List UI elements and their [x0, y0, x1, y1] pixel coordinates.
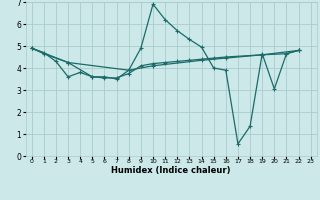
X-axis label: Humidex (Indice chaleur): Humidex (Indice chaleur)	[111, 166, 231, 175]
